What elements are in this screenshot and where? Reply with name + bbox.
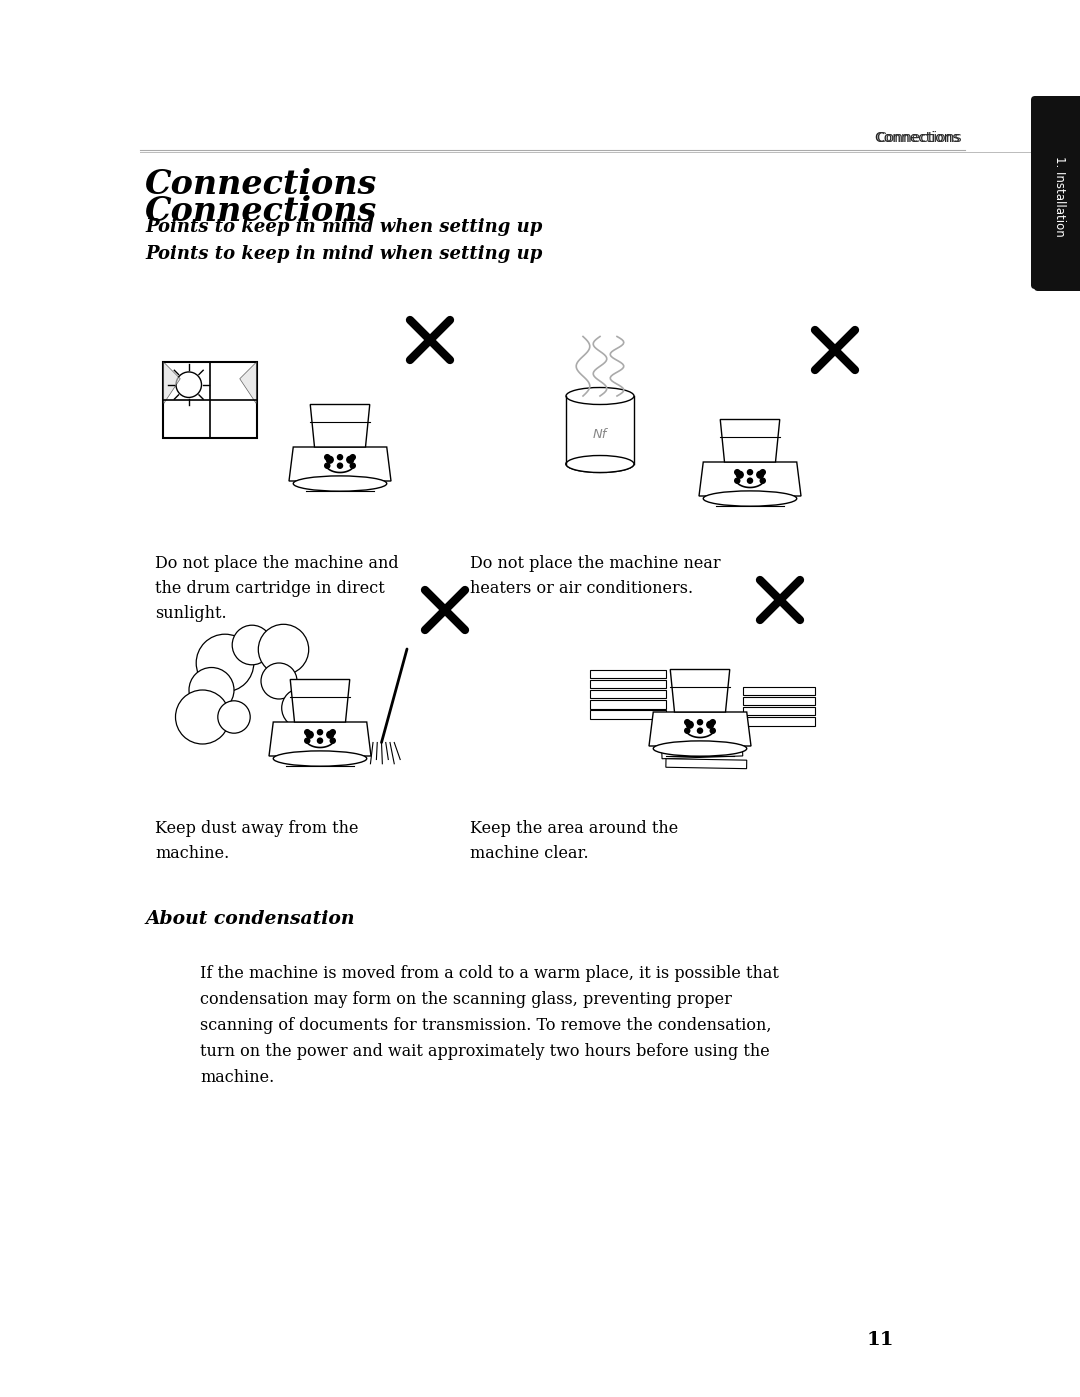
Text: Nf: Nf xyxy=(593,427,607,440)
Circle shape xyxy=(337,454,342,460)
Bar xyxy=(163,362,257,439)
Circle shape xyxy=(734,478,740,483)
Text: Connections: Connections xyxy=(145,168,377,201)
Circle shape xyxy=(757,471,764,478)
Polygon shape xyxy=(566,395,634,464)
Polygon shape xyxy=(699,462,801,496)
Text: 11: 11 xyxy=(866,1331,894,1350)
Circle shape xyxy=(307,732,313,738)
Circle shape xyxy=(318,729,323,735)
Ellipse shape xyxy=(566,455,634,472)
Bar xyxy=(743,717,814,725)
FancyBboxPatch shape xyxy=(1031,96,1080,289)
Text: Connections: Connections xyxy=(876,131,962,145)
Circle shape xyxy=(737,471,743,478)
Circle shape xyxy=(698,728,703,733)
Circle shape xyxy=(687,721,693,728)
Polygon shape xyxy=(720,419,780,462)
Circle shape xyxy=(350,464,355,468)
Polygon shape xyxy=(240,362,257,404)
Polygon shape xyxy=(269,722,372,756)
Circle shape xyxy=(327,732,334,738)
Bar xyxy=(590,690,666,698)
Circle shape xyxy=(326,457,334,464)
Circle shape xyxy=(175,690,229,745)
Text: Keep the area around the
machine clear.: Keep the area around the machine clear. xyxy=(470,820,678,862)
Circle shape xyxy=(330,729,335,735)
Ellipse shape xyxy=(703,490,797,506)
Bar xyxy=(590,669,666,678)
Bar xyxy=(658,735,739,750)
Circle shape xyxy=(760,478,766,483)
Ellipse shape xyxy=(294,476,387,492)
Circle shape xyxy=(176,372,202,398)
Text: About condensation: About condensation xyxy=(145,909,354,928)
Circle shape xyxy=(282,689,322,728)
Circle shape xyxy=(325,464,329,468)
Ellipse shape xyxy=(653,740,746,756)
Circle shape xyxy=(711,728,715,733)
Polygon shape xyxy=(291,679,350,722)
Bar xyxy=(743,697,814,705)
Ellipse shape xyxy=(566,455,634,472)
Circle shape xyxy=(337,464,342,468)
Bar xyxy=(590,700,666,708)
Circle shape xyxy=(305,729,310,735)
Text: Do not place the machine near
heaters or air conditioners.: Do not place the machine near heaters or… xyxy=(470,555,720,597)
Circle shape xyxy=(747,478,753,483)
Circle shape xyxy=(747,469,753,475)
Circle shape xyxy=(347,457,353,464)
Circle shape xyxy=(318,738,323,743)
Text: Points to keep in mind when setting up: Points to keep in mind when setting up xyxy=(145,218,542,236)
Circle shape xyxy=(734,469,740,475)
Circle shape xyxy=(305,738,310,743)
Circle shape xyxy=(330,738,335,743)
Text: Do not place the machine and
the drum cartridge in direct
sunlight.: Do not place the machine and the drum ca… xyxy=(156,555,399,622)
Circle shape xyxy=(197,634,254,692)
Text: If the machine is moved from a cold to a warm place, it is possible that
condens: If the machine is moved from a cold to a… xyxy=(200,965,779,1087)
Polygon shape xyxy=(671,669,730,712)
Polygon shape xyxy=(289,447,391,481)
Text: Connections: Connections xyxy=(875,131,960,145)
Circle shape xyxy=(685,728,690,733)
Text: 1. Installation: 1. Installation xyxy=(1053,155,1066,236)
Polygon shape xyxy=(649,712,751,746)
Ellipse shape xyxy=(566,387,634,405)
Circle shape xyxy=(218,701,251,733)
Circle shape xyxy=(232,626,272,665)
Bar xyxy=(590,680,666,689)
Text: Points to keep in mind when setting up: Points to keep in mind when setting up xyxy=(145,244,542,263)
Circle shape xyxy=(706,721,714,728)
Text: 1. Installation: 1. Installation xyxy=(1053,155,1063,231)
Bar xyxy=(743,707,814,715)
Text: Connections: Connections xyxy=(145,196,377,228)
Ellipse shape xyxy=(273,752,367,766)
Circle shape xyxy=(258,624,309,675)
Polygon shape xyxy=(163,362,180,404)
Circle shape xyxy=(685,719,690,725)
Polygon shape xyxy=(310,405,369,447)
Circle shape xyxy=(350,454,355,460)
Circle shape xyxy=(760,469,766,475)
FancyBboxPatch shape xyxy=(1034,101,1080,291)
Bar xyxy=(662,747,743,759)
Text: Keep dust away from the
machine.: Keep dust away from the machine. xyxy=(156,820,359,862)
Circle shape xyxy=(261,664,297,698)
Circle shape xyxy=(711,719,715,725)
Circle shape xyxy=(698,719,703,725)
Circle shape xyxy=(325,454,329,460)
Bar xyxy=(590,710,666,719)
Circle shape xyxy=(189,668,234,712)
Bar xyxy=(666,759,746,768)
Bar xyxy=(743,686,814,694)
